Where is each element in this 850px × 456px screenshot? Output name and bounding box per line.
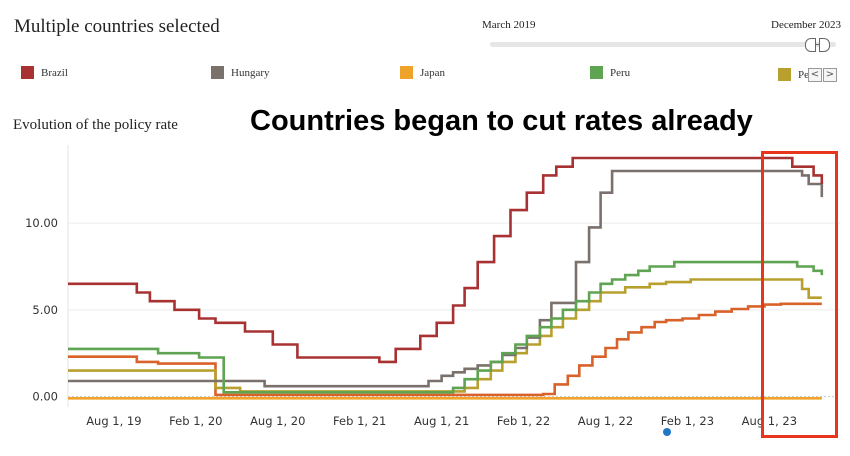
series-line-peru-orange-red	[68, 302, 822, 397]
date-range-end-label: December 2023	[771, 19, 841, 31]
series-line-brazil	[68, 156, 824, 364]
legend-item-pe[interactable]: Pe	[778, 68, 808, 81]
legend-swatch-peru	[590, 66, 603, 79]
chart-title: Evolution of the policy rate	[13, 117, 178, 133]
legend-label-peru: Peru	[610, 66, 631, 79]
date-range-start-label: March 2019	[482, 19, 536, 31]
legend-swatch-brazil	[21, 66, 34, 79]
x-tick-label: Feb 1, 20	[169, 414, 222, 428]
legend-swatch-japan	[400, 66, 413, 79]
legend-label-japan: Japan	[420, 66, 446, 79]
date-range-handle-link	[815, 44, 820, 45]
x-tick-label: Aug 1, 19	[86, 414, 141, 428]
legend-item-japan[interactable]: Japan	[400, 66, 445, 79]
legend-swatch-hungary	[211, 66, 224, 79]
legend-prev-button[interactable]: <	[808, 68, 822, 82]
series-line-peru	[68, 260, 824, 394]
legend-item-peru[interactable]: Peru	[590, 66, 630, 79]
highlight-box	[761, 151, 838, 438]
legend-item-pe-clip: Pe	[778, 66, 808, 84]
y-axis: 0.00 5.00 10.00	[25, 145, 69, 407]
date-range-start-handle[interactable]	[805, 38, 816, 52]
legend-label-hungary: Hungary	[231, 66, 270, 79]
x-tick-label: Aug 1, 23	[742, 414, 797, 428]
y-tick-label: 5.00	[32, 303, 58, 317]
date-range-end-handle[interactable]	[819, 38, 830, 52]
x-tick-label: Aug 1, 21	[414, 414, 469, 428]
date-range-slider-track[interactable]	[490, 42, 836, 47]
y-tick-label: 10.00	[25, 216, 58, 230]
legend-item-brazil[interactable]: Brazil	[21, 66, 68, 79]
y-tick-label: 0.00	[32, 390, 58, 404]
legend-swatch-pe	[778, 68, 791, 81]
page-title: Multiple countries selected	[14, 16, 220, 37]
x-tick-label: Aug 1, 22	[578, 414, 633, 428]
x-tick-label: Aug 1, 20	[250, 414, 305, 428]
legend-next-button[interactable]: >	[823, 68, 837, 82]
x-tick-label: Feb 1, 23	[661, 414, 714, 428]
x-tick-label: Feb 1, 22	[497, 414, 550, 428]
chart-series	[68, 156, 824, 400]
legend-item-hungary[interactable]: Hungary	[211, 66, 270, 79]
legend-label-brazil: Brazil	[41, 66, 68, 79]
x-tick-label: Feb 1, 21	[333, 414, 386, 428]
legend-pager: < >	[808, 68, 838, 82]
legend: Brazil Hungary Japan Peru	[0, 66, 850, 88]
x-axis: Aug 1, 19 Feb 1, 20 Aug 1, 20 Feb 1, 21 Aug …	[86, 414, 797, 428]
chart-annotation: Countries began to cut rates already	[250, 105, 753, 137]
timeline-marker-dot	[663, 428, 671, 436]
legend-label-pe: Pe	[798, 68, 808, 81]
